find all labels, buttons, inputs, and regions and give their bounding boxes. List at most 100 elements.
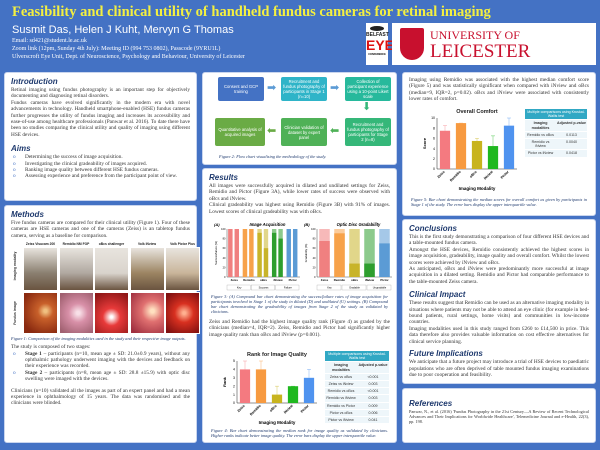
legend-label: Key bbox=[237, 286, 242, 290]
figure-4-chart: Rank for Image Quality 0 1 2 3 4 5 Rank Zeiss Rem… bbox=[222, 352, 317, 425]
x-tick-label: Zeiss bbox=[437, 170, 446, 179]
conclusions-heading: Conclusions bbox=[409, 224, 458, 233]
y-tick-label: 40 bbox=[313, 256, 316, 260]
success-segment bbox=[242, 229, 248, 277]
arrow-right-icon: ➡ bbox=[330, 82, 340, 94]
bar bbox=[303, 377, 315, 403]
x-tick-label: Pictor bbox=[380, 278, 389, 282]
methods-text: Clinicians (n=10) validated all the imag… bbox=[11, 387, 190, 407]
legend-box bbox=[366, 284, 392, 291]
y-tick-label: 4 bbox=[433, 147, 435, 151]
table-cell: 0.003 bbox=[368, 396, 378, 401]
y-tick-label: 0 bbox=[314, 275, 316, 279]
aims-list: Determining the success of image acquisi… bbox=[11, 154, 190, 180]
table-cell: 0.009 bbox=[368, 403, 378, 408]
x-tick-label: oBcs bbox=[260, 278, 267, 282]
table-row: Remidio vs iNview 0.0040 bbox=[525, 138, 587, 149]
flow-box-analysis: Quantitative analysis of acquired images bbox=[215, 118, 265, 146]
x-tick-label: Remidio bbox=[334, 278, 346, 282]
table-header-row: Imaging modalities Adjusted p-value bbox=[525, 119, 587, 130]
failure-segment bbox=[364, 229, 375, 277]
references-heading: References bbox=[409, 399, 453, 408]
y-axis-label: Score bbox=[422, 137, 427, 149]
y-tick-label: 0 bbox=[233, 401, 235, 405]
comfort-panel: Imaging using Remidio was associated wit… bbox=[402, 72, 596, 216]
results-text: Zeiss and Remidio had the highest image … bbox=[209, 319, 390, 338]
bar bbox=[503, 125, 515, 169]
y-tick-label: 100 bbox=[221, 227, 226, 231]
device-label: Volk Pictor Plus bbox=[170, 242, 195, 247]
aim-item: Determining the success of image acquisi… bbox=[11, 154, 190, 161]
y-tick-label: 5 bbox=[233, 359, 235, 363]
y-axis-label: Gradability (%) bbox=[304, 244, 308, 263]
table-row: Zeiss vs oBcs <0.001 bbox=[325, 372, 389, 380]
bar bbox=[271, 394, 283, 403]
intro-text: Retinal imaging using fundus photography… bbox=[11, 87, 190, 100]
device-photo bbox=[58, 247, 94, 292]
y-tick-label: 4 bbox=[233, 368, 235, 372]
figure-3b-chart: (B) Optic Disc Gradability 0 20 40 60 80 100 Gra… bbox=[304, 222, 392, 291]
flow-box-likert: Collection of participant experience usi… bbox=[345, 77, 391, 101]
fundus-image bbox=[23, 292, 58, 335]
legend-box bbox=[316, 284, 342, 291]
logo-text-1: UNIVERSITY OF bbox=[430, 27, 520, 42]
device-photo bbox=[165, 247, 200, 292]
legend-label: Key bbox=[327, 286, 332, 290]
y-tick-label: 8 bbox=[433, 126, 435, 130]
email: Email: sd421@student.le.ac.uk bbox=[12, 38, 87, 44]
stage-2-text: – participants (n=8, mean age ± SD: 28.8… bbox=[25, 369, 190, 383]
methods-heading: Methods bbox=[11, 210, 44, 219]
chart-title: Overall Comfort bbox=[456, 109, 498, 115]
reference-item: Panwar, N., et al. (2016) 'Fundus Photog… bbox=[409, 409, 589, 424]
fundus-image bbox=[165, 292, 200, 335]
intro-text: Fundus cameras have evolved significantl… bbox=[11, 99, 190, 138]
stage-2-item: Stage 2 – participants (n=8, mean age ± … bbox=[11, 370, 190, 383]
panel-label: (A) bbox=[214, 222, 220, 227]
y-tick-label: 60 bbox=[223, 246, 226, 250]
x-tick-label: iNview bbox=[483, 170, 494, 181]
conclusions-text: This is the first study demonstrating a … bbox=[409, 234, 589, 247]
table-title: Multiple comparisons using Kruskal-Walli… bbox=[325, 351, 389, 362]
arrow-right-icon: ➡ bbox=[267, 82, 277, 94]
chart-title: Rank for Image Quality bbox=[247, 352, 308, 358]
y-tick-label: 40 bbox=[223, 256, 226, 260]
x-tick-label: oBcs bbox=[351, 278, 358, 282]
impact-text: These results suggest that Remidio can b… bbox=[409, 300, 589, 326]
flowchart-panel: Consent and GCP training ➡ Recruitment a… bbox=[202, 72, 397, 165]
results-text: All images were successfully acquired in… bbox=[209, 183, 390, 202]
bar bbox=[255, 369, 267, 403]
table-row: Zeiss vs iNview 0.003 bbox=[325, 380, 389, 387]
x-tick-label: Pictor bbox=[300, 403, 310, 413]
stage-1-text: – participants (n=10, mean age ± SD: 21.… bbox=[25, 350, 190, 370]
table-cell: 0.0113 bbox=[566, 132, 577, 137]
leicester-shield-icon bbox=[400, 28, 424, 60]
table-cell: Adjusted p-value bbox=[358, 363, 388, 368]
poster-title: Feasibility and clinical utility of hand… bbox=[12, 4, 491, 20]
device-label: oBcs challenger bbox=[98, 242, 125, 247]
legend-box bbox=[275, 284, 300, 291]
device-label: Volk iNview bbox=[137, 242, 157, 247]
x-tick-label: oBcs bbox=[269, 404, 278, 413]
table-cell: Remidio vs iNview bbox=[326, 396, 356, 401]
legend-label: Failure bbox=[284, 286, 292, 290]
fundus-image bbox=[58, 292, 94, 335]
table-row: Remidio vs Pictor 0.009 bbox=[325, 401, 389, 409]
success-segment bbox=[228, 229, 233, 277]
logo-text-2: LEICESTER bbox=[430, 40, 531, 62]
table-row: Remidio vs oBcs 0.0113 bbox=[525, 130, 587, 138]
legend-box bbox=[341, 284, 367, 291]
y-tick-label: 80 bbox=[223, 237, 226, 241]
figure-3-caption: Figure 3: (A) Compound bar chart demonst… bbox=[211, 294, 388, 314]
x-tick-label: oBcs bbox=[469, 170, 478, 179]
panel-label: (B) bbox=[304, 222, 310, 227]
success-segment bbox=[286, 229, 291, 277]
row-label: Imaging modality bbox=[13, 251, 17, 281]
chart-title: Image Acquisition bbox=[250, 222, 286, 227]
y-axis-label: Success/failure (%) bbox=[214, 241, 218, 265]
results-text: Clinical gradeability was highest using … bbox=[209, 202, 390, 215]
y-tick-label: 80 bbox=[313, 237, 316, 241]
y-tick-label: 10 bbox=[431, 116, 435, 120]
bar bbox=[455, 123, 467, 169]
success-segment bbox=[364, 263, 375, 277]
comfort-text: Imaging using Remidio was associated wit… bbox=[409, 77, 589, 103]
